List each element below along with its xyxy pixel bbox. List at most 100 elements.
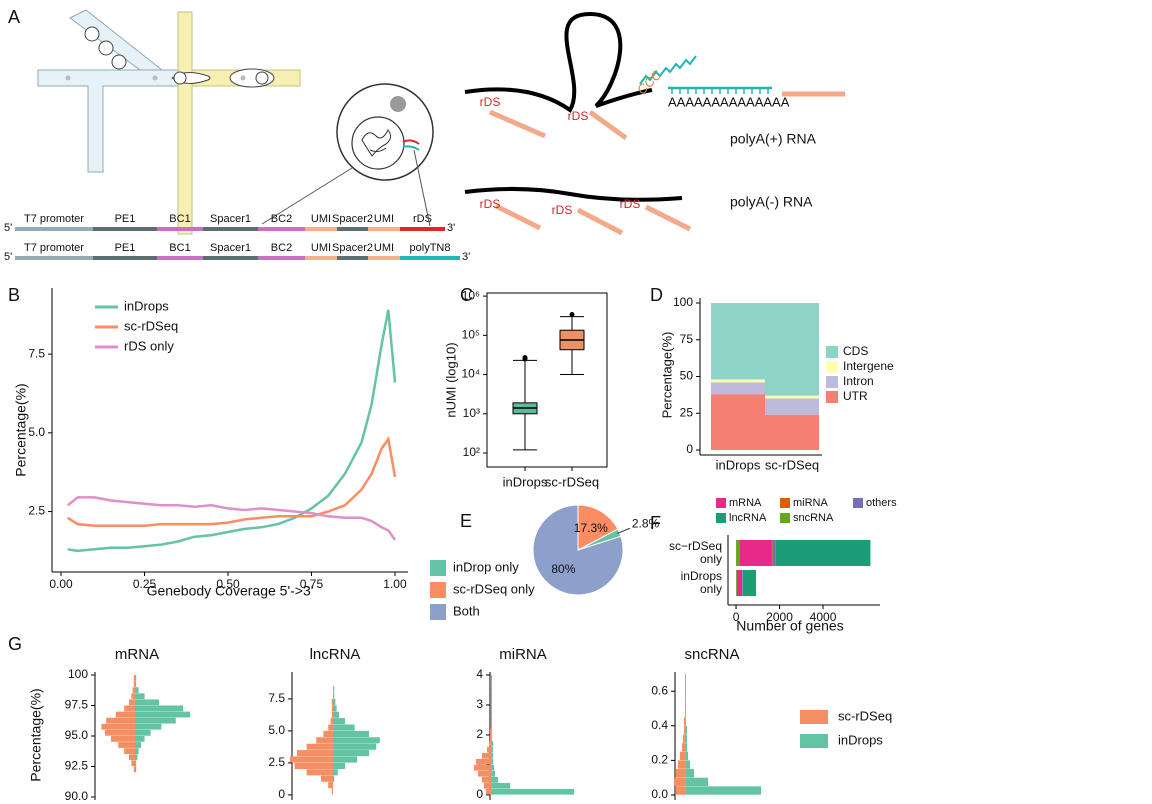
- polya-minus-label: polyA(-) RNA: [730, 194, 813, 210]
- oil-channel: [177, 11, 193, 235]
- histogram-bar: [686, 769, 694, 778]
- histogram-bar: [132, 687, 135, 694]
- histogram-bar: [330, 718, 333, 725]
- polya-plus-rna: [464, 11, 653, 113]
- barcode-segment: [258, 256, 305, 260]
- histogram-bar: [678, 760, 686, 769]
- y-tick-label: 10⁴: [461, 367, 480, 381]
- histogram-bar: [686, 777, 708, 787]
- cell-channel: [37, 69, 179, 173]
- ccc-label: CCC: [634, 67, 665, 98]
- histogram-bar: [135, 681, 137, 687]
- histogram-bar: [476, 758, 492, 765]
- subplot-title: mRNA: [115, 646, 159, 663]
- pie-slice: [577, 504, 619, 551]
- histogram-bar: [135, 766, 137, 773]
- panel-label: C: [460, 285, 473, 305]
- y-tick-label: 2: [476, 727, 483, 741]
- y-tick-label: 10⁵: [462, 328, 480, 342]
- legend-label: sncRNA: [793, 512, 834, 524]
- legend-swatch: [780, 498, 790, 508]
- legend-label: CDS: [843, 344, 868, 358]
- histogram-bar: [135, 687, 139, 694]
- slice-label: 80%: [551, 562, 575, 576]
- histogram-bar: [333, 705, 337, 712]
- barcode-segment: [15, 227, 93, 231]
- line-series: [67, 309, 397, 553]
- y-axis-label: Percentage(%): [13, 383, 29, 476]
- x-axis-label: Genebody Coverage 5'->3': [147, 583, 314, 599]
- histogram-bar: [492, 740, 493, 747]
- y-tick-label: 0: [686, 442, 693, 456]
- barcode-segment: [157, 227, 203, 231]
- y-tick-label: 90.0: [65, 789, 89, 803]
- y-tick-label: 95.0: [65, 728, 89, 742]
- rds-label: rDS: [568, 109, 589, 123]
- slice-label: 2.8%: [632, 516, 660, 530]
- histogram-bar: [321, 775, 333, 782]
- barcode-label: PE1: [115, 242, 136, 254]
- barcode-segment: [93, 227, 157, 231]
- histogram-bar: [306, 743, 333, 750]
- y-tick-label: 0.4: [651, 718, 668, 732]
- y-tick-label: 10⁶: [462, 288, 480, 302]
- y-tick-label: 0.2: [651, 753, 668, 767]
- y-tick-label: 97.5: [65, 698, 89, 712]
- histogram-bar: [685, 699, 686, 709]
- polya-minus-rna: [464, 186, 683, 202]
- histogram-bar: [686, 725, 687, 735]
- histogram-bar: [135, 760, 137, 767]
- y-axis-label: nUMI (log10): [443, 342, 458, 417]
- rds-primer: [402, 139, 420, 145]
- histogram-bar: [135, 729, 151, 736]
- y-tick-label: 2.5: [268, 755, 285, 769]
- histogram-bar: [492, 752, 493, 759]
- histogram-bar: [333, 737, 380, 744]
- x-axis-label: Number of genes: [736, 618, 843, 634]
- legend-label: Intron: [843, 374, 874, 388]
- histogram-bar: [333, 743, 377, 750]
- histogram-bar: [683, 734, 686, 743]
- histogram-bar: [491, 692, 492, 699]
- barcode-segment: [258, 227, 305, 231]
- histogram-bar: [333, 775, 335, 782]
- barcode-label: BC2: [271, 242, 292, 254]
- barcode-label: Spacer1: [210, 213, 251, 225]
- subplot-title: sncRNA: [684, 646, 739, 663]
- legend-label: miRNA: [793, 497, 828, 509]
- histogram-bar: [492, 770, 495, 777]
- histogram-bar: [333, 718, 345, 725]
- polya-label: AAAAAAAAAAAAAA: [668, 94, 790, 109]
- y-tick-label: inDrops only: [680, 569, 722, 596]
- panel-label: G: [8, 634, 22, 654]
- leader-line: [617, 527, 631, 534]
- histogram-bar: [333, 698, 336, 705]
- histogram-bar: [333, 762, 345, 769]
- histogram-bar: [328, 782, 333, 789]
- y-tick-label: 10²: [463, 445, 480, 459]
- histogram-bar: [333, 769, 338, 776]
- line-series: [67, 435, 397, 527]
- legend-label: sc-rDSeq: [124, 318, 178, 333]
- bead: [111, 54, 127, 70]
- histogram-bar: [328, 724, 333, 731]
- rds-label: rDS: [480, 197, 501, 211]
- legend-swatch: [800, 710, 828, 724]
- bar-segment: [765, 302, 819, 396]
- histogram-bar: [686, 786, 761, 795]
- outlier: [522, 355, 528, 361]
- barcode-segment: [203, 256, 258, 260]
- histogram-bar: [111, 736, 135, 742]
- legend-label: sc-rDSeq only: [453, 581, 535, 596]
- panel-label: F: [650, 513, 661, 533]
- histogram-bar: [674, 777, 686, 787]
- histogram-bar: [490, 728, 492, 735]
- histogram-bar: [124, 748, 135, 754]
- histogram-bar: [491, 698, 492, 705]
- barcode-segment: [400, 227, 445, 231]
- plot-frame: [486, 292, 608, 468]
- histogram-bar: [106, 717, 135, 724]
- histogram-bar: [685, 682, 686, 691]
- rds-label: rDS: [620, 197, 641, 211]
